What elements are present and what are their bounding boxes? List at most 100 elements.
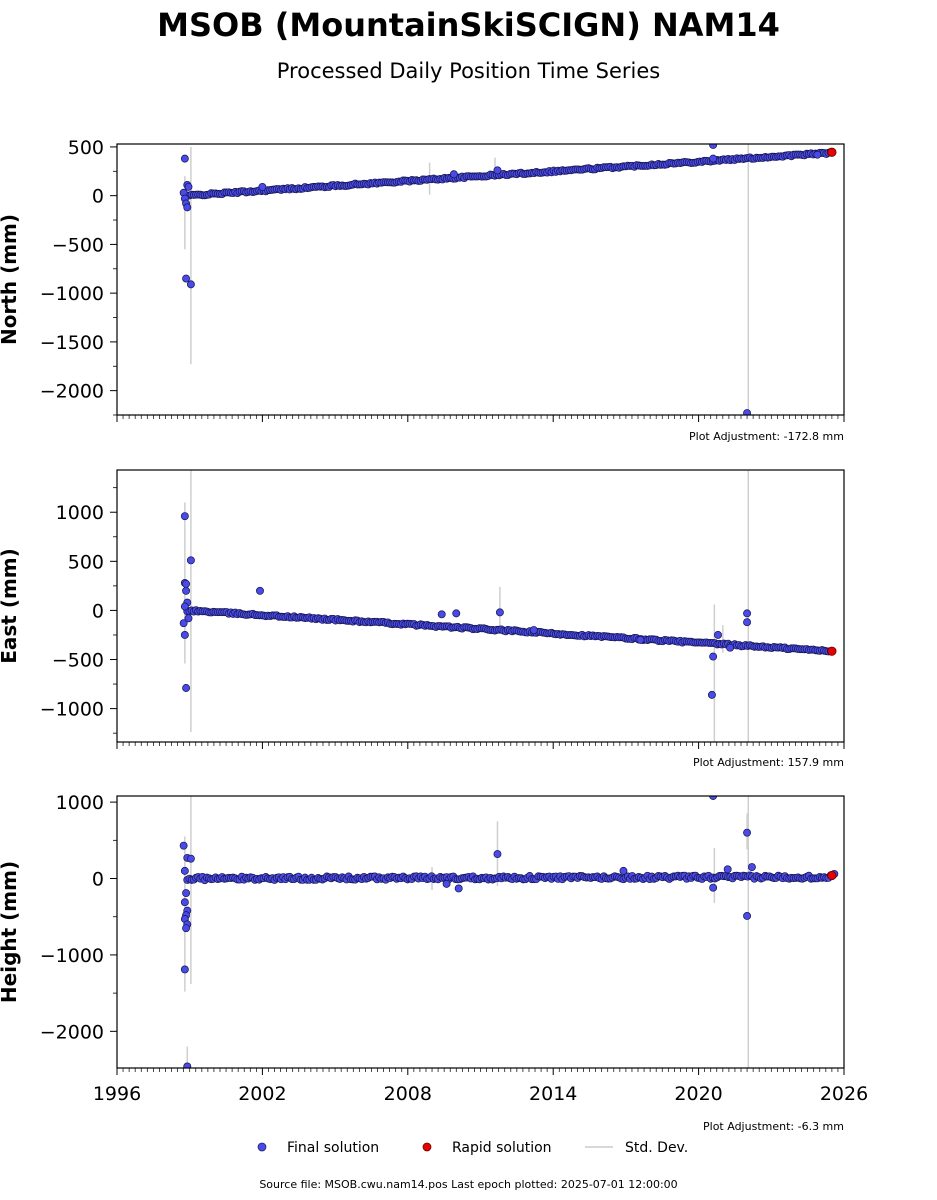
y-tick-label: −500 xyxy=(52,234,104,256)
final-solution-point xyxy=(747,863,756,872)
final-solution-point xyxy=(493,166,502,175)
plot-area xyxy=(179,796,839,1068)
final-solution-point xyxy=(529,626,538,635)
final-solution-point xyxy=(743,828,752,837)
final-solution-point xyxy=(180,866,189,875)
final-solution-point xyxy=(619,866,628,875)
final-solution-point xyxy=(714,631,722,639)
final-solution-point xyxy=(184,182,193,191)
final-solution-point xyxy=(186,556,195,565)
final-solution-point xyxy=(743,609,752,618)
rapid-solution-point xyxy=(827,147,837,157)
panel-0: 500 0 −500 −1000 −1500 −2000 North (mm) Plot Ad… xyxy=(0,137,845,443)
final-solution-point xyxy=(454,884,463,893)
final-solution-point xyxy=(743,409,752,415)
plot-area xyxy=(179,470,837,742)
final-solution-point xyxy=(256,586,264,595)
x-tick-label: 2020 xyxy=(674,1083,722,1105)
final-solution-point xyxy=(183,203,192,212)
final-solution-point xyxy=(180,602,189,611)
final-solution-point xyxy=(813,150,822,159)
y-tick-label: 0 xyxy=(92,600,104,622)
plot-adjustment-note: Plot Adjustment: -172.8 mm xyxy=(689,430,844,443)
final-solution-point xyxy=(183,1062,192,1068)
panel-2: 1000 0 −1000 −2000 1996 2002 2008 2014 2020 2026 H… xyxy=(0,792,868,1133)
final-solution-point xyxy=(182,274,191,283)
final-solution-point xyxy=(493,850,502,859)
final-solution-point xyxy=(182,684,191,692)
y-tick-label: −1000 xyxy=(40,699,104,721)
final-solution-point xyxy=(726,643,735,652)
final-solution-point xyxy=(184,614,193,623)
final-solution-point xyxy=(709,154,718,163)
final-solution-point xyxy=(437,610,446,619)
y-tick-label: 0 xyxy=(92,186,104,208)
y-tick-label: 1000 xyxy=(56,792,104,814)
final-solution-point xyxy=(495,608,504,617)
final-solution-point xyxy=(707,690,716,699)
y-tick-label: 1000 xyxy=(56,502,104,524)
x-tick-label: 2014 xyxy=(529,1083,577,1105)
y-tick-label: 500 xyxy=(68,551,104,573)
y-tick-label: −2000 xyxy=(40,1021,104,1043)
final-solution-point xyxy=(180,631,189,639)
rapid-solution-point xyxy=(827,870,837,881)
source-footer: Source file: MSOB.cwu.nam14.pos Last epo… xyxy=(259,1178,677,1191)
final-solution-point xyxy=(258,182,267,191)
y-axis-label: North (mm) xyxy=(0,214,21,345)
legend-rapid-label: Rapid solution xyxy=(452,1140,552,1156)
final-solution-point xyxy=(179,619,188,628)
final-solution-point xyxy=(182,924,191,933)
final-solution-point xyxy=(182,586,191,595)
final-solution-point xyxy=(180,154,189,163)
plot-adjustment-note: Plot Adjustment: -6.3 mm xyxy=(703,1120,844,1133)
panel-frame xyxy=(116,469,845,743)
panels-group: 500 0 −500 −1000 −1500 −2000 North (mm) Plot Ad… xyxy=(0,137,868,1133)
final-solution-points xyxy=(183,148,835,200)
x-tick-label: 2002 xyxy=(238,1083,286,1105)
final-solution-point xyxy=(180,512,189,521)
final-solution-point xyxy=(743,912,752,920)
final-solution-point xyxy=(723,865,732,874)
plot-adjustment-note: Plot Adjustment: 157.9 mm xyxy=(693,756,844,769)
y-tick-label: 0 xyxy=(92,869,104,891)
y-tick-label: 500 xyxy=(68,137,104,159)
final-solution-point xyxy=(452,609,461,618)
final-solution-point xyxy=(709,883,718,892)
legend-final-label: Final solution xyxy=(287,1140,379,1156)
legend-rapid-marker xyxy=(422,1142,432,1152)
y-tick-label: −1000 xyxy=(40,283,104,305)
final-solution-point xyxy=(186,280,195,289)
x-tick-label: 1996 xyxy=(93,1083,141,1105)
final-solution-points xyxy=(183,606,835,656)
final-solution-points xyxy=(183,871,835,885)
final-solution-point xyxy=(180,898,189,907)
legend-final-marker xyxy=(257,1142,267,1152)
plot-area xyxy=(179,144,837,415)
final-solution-point xyxy=(182,579,191,588)
final-solution-point xyxy=(709,652,718,661)
final-solution-point xyxy=(182,889,191,897)
y-axis-label: East (mm) xyxy=(0,548,21,664)
final-solution-point xyxy=(743,618,752,627)
final-solution-point xyxy=(179,841,188,850)
x-tick-label: 2026 xyxy=(820,1083,868,1105)
final-solution-point xyxy=(186,854,195,863)
legend-stddev-label: Std. Dev. xyxy=(625,1140,688,1156)
y-axis-label: Height (mm) xyxy=(0,861,21,1003)
panel-frame xyxy=(116,795,845,1069)
y-tick-label: −2000 xyxy=(40,381,104,403)
y-tick-label: −500 xyxy=(52,650,104,672)
final-solution-point xyxy=(709,144,718,149)
legend: Final solution Rapid solution Std. Dev. xyxy=(257,1140,688,1156)
rapid-solution-point xyxy=(827,646,837,656)
chart-title: MSOB (MountainSkiSCIGN) NAM14 xyxy=(157,6,780,44)
final-solution-point xyxy=(180,965,189,974)
y-tick-label: −1500 xyxy=(40,332,104,354)
y-tick-label: −1000 xyxy=(40,945,104,967)
panel-frame xyxy=(116,143,845,416)
final-solution-point xyxy=(449,170,458,179)
chart-subtitle: Processed Daily Position Time Series xyxy=(277,59,661,83)
final-solution-point xyxy=(636,635,645,644)
